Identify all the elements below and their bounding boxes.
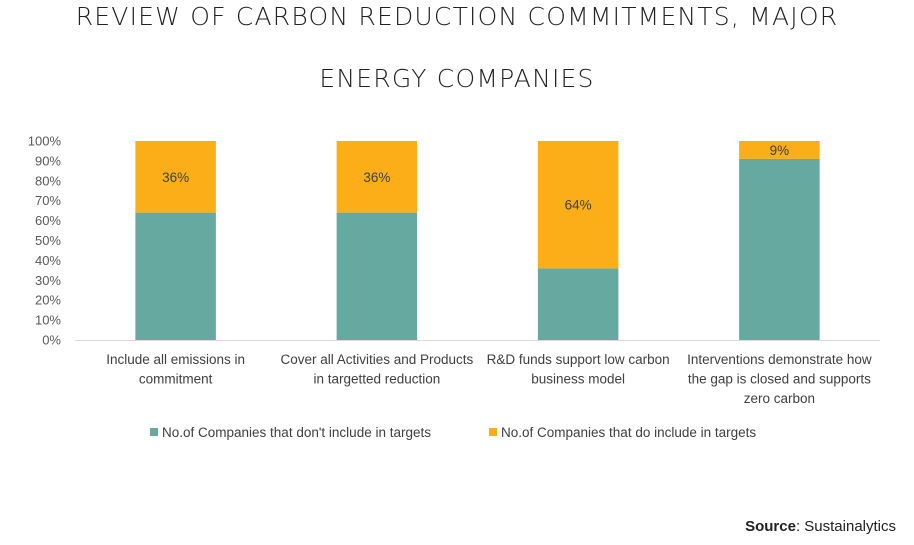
chart-title-line-2: ENERGY COMPANIES <box>319 64 595 93</box>
x-tick-label: the gap is closed and supports <box>688 372 871 387</box>
bar-segment <box>336 141 418 213</box>
chart-title-line-1: REVIEW OF CARBON REDUCTION COMMITMENTS, … <box>75 2 839 31</box>
x-tick-label: business model <box>531 372 625 387</box>
bar-segment <box>537 268 619 340</box>
y-tick-label: 50% <box>35 233 61 248</box>
x-tick-label: R&D funds support low carbon <box>487 352 670 367</box>
y-tick-label: 0% <box>42 333 61 348</box>
bar-segment <box>537 141 619 269</box>
legend-swatch <box>489 428 497 436</box>
bar-segment <box>739 158 820 340</box>
source-value: : Sustainalytics <box>795 518 896 535</box>
legend-swatch <box>150 428 158 436</box>
y-tick-label: 20% <box>35 293 61 308</box>
y-tick-label: 100% <box>28 134 62 149</box>
source-label: Source <box>745 518 796 535</box>
x-tick-label: zero carbon <box>744 391 815 406</box>
bar-segment <box>739 141 820 159</box>
bar-segment <box>336 212 418 340</box>
legend-label: No.of Companies that do include in targe… <box>501 425 756 440</box>
x-tick-label: in targetted reduction <box>313 372 440 387</box>
y-tick-label: 70% <box>35 193 61 208</box>
data-label: 36% <box>363 170 390 185</box>
y-tick-label: 90% <box>35 153 61 168</box>
data-label: 36% <box>162 170 189 185</box>
legend-label: No.of Companies that don't include in ta… <box>162 425 431 440</box>
x-tick-label: Include all emissions in <box>106 352 245 367</box>
y-tick-label: 10% <box>35 313 61 328</box>
bar-segment <box>135 212 216 340</box>
x-tick-label: Interventions demonstrate how <box>687 352 872 367</box>
x-tick-label: commitment <box>139 372 213 387</box>
y-tick-label: 60% <box>35 213 61 228</box>
data-label: 64% <box>565 198 592 213</box>
y-tick-label: 80% <box>35 173 61 188</box>
data-label: 9% <box>770 143 790 158</box>
bar-segment <box>135 141 216 213</box>
y-tick-label: 30% <box>35 273 61 288</box>
y-tick-label: 40% <box>35 253 61 268</box>
x-tick-label: Cover all Activities and Products <box>280 352 473 367</box>
source-note: Source: Sustainalytics <box>745 518 896 535</box>
